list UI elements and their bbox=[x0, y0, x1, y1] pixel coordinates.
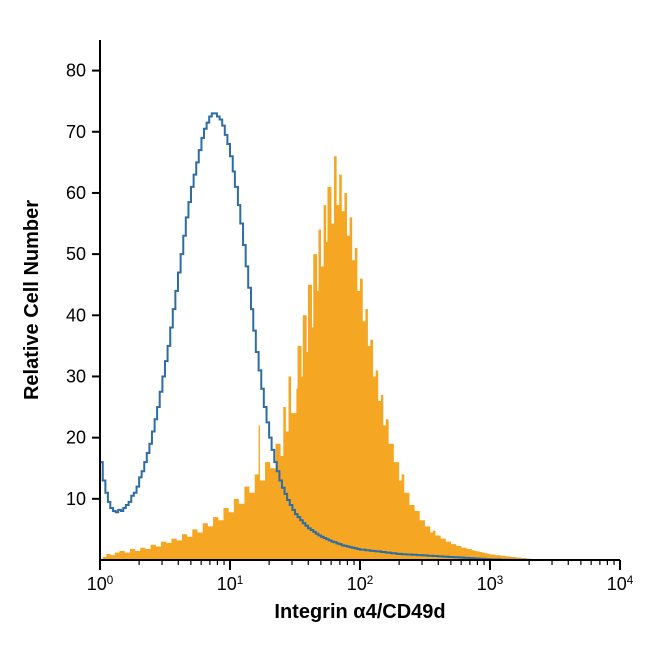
x-axis-label: Integrin α4/CD49d bbox=[274, 601, 445, 623]
x-tick-label: 103 bbox=[477, 574, 504, 595]
y-tick-label: 20 bbox=[66, 428, 86, 448]
flow-cytometry-histogram: 10 20 30 40 50 60 70 80 100 101 102 103 104 Relative … bbox=[0, 0, 650, 650]
y-tick-label: 80 bbox=[66, 61, 86, 81]
x-tick-label: 102 bbox=[347, 574, 374, 595]
y-tick-label: 70 bbox=[66, 122, 86, 142]
chart-svg: 10 20 30 40 50 60 70 80 100 101 102 103 104 Relative … bbox=[0, 0, 650, 650]
x-tick-label: 100 bbox=[87, 574, 114, 595]
histogram-filled-sample bbox=[100, 156, 620, 560]
y-tick-label: 40 bbox=[66, 305, 86, 325]
y-tick-label: 50 bbox=[66, 244, 86, 264]
y-tick-label: 60 bbox=[66, 183, 86, 203]
x-tick-label: 104 bbox=[607, 574, 634, 595]
x-tick-label: 101 bbox=[217, 574, 244, 595]
y-tick-label: 10 bbox=[66, 489, 86, 509]
y-axis-label: Relative Cell Number bbox=[21, 200, 43, 400]
y-tick-label: 30 bbox=[66, 366, 86, 386]
